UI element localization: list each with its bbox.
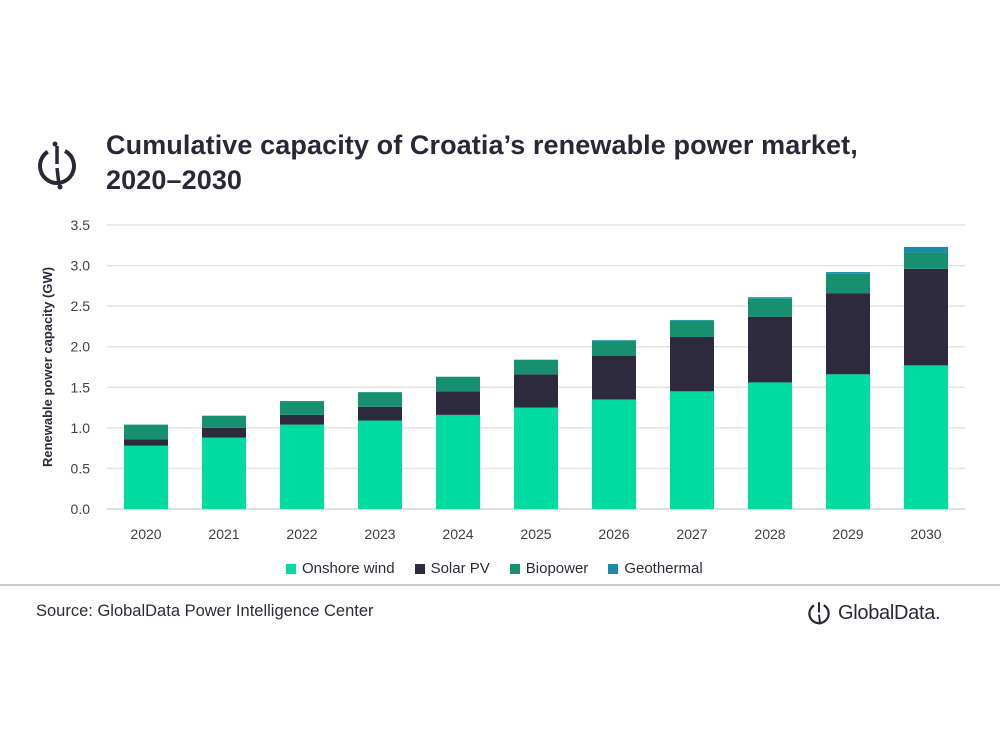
x-tick-label: 2025 — [520, 526, 551, 542]
bar-stack-2029 — [826, 272, 870, 509]
bar-segment-solar-pv — [826, 293, 870, 375]
bar-segment-biopower — [670, 320, 714, 337]
bar-segment-biopower — [748, 298, 792, 317]
stacked-bar-chart: 0.00.51.01.52.02.53.03.5 2020 2021 2022 202… — [40, 217, 965, 542]
x-tick-label: 2020 — [130, 526, 161, 542]
bar-stack-2026 — [592, 340, 636, 509]
legend-label: Solar PV — [430, 560, 490, 577]
y-tick-label: 0.0 — [71, 501, 91, 517]
x-tick-label: 2030 — [910, 526, 941, 542]
x-tick-label: 2021 — [208, 526, 239, 542]
legend-swatch — [414, 563, 425, 574]
bar-segment-onshore-wind — [904, 365, 948, 509]
bar-segment-solar-pv — [514, 374, 558, 408]
bar-stack-2023 — [358, 392, 402, 509]
bar-segment-onshore-wind — [280, 424, 324, 509]
chart-title-line2: 2020–2030 — [106, 165, 243, 195]
bar-segment-biopower — [202, 415, 246, 428]
x-tick-label: 2026 — [598, 526, 629, 542]
bar-segment-onshore-wind — [826, 374, 870, 509]
bar-segment-biopower — [904, 252, 948, 269]
bar-segment-solar-pv — [748, 316, 792, 383]
chart-title-line1: Cumulative capacity of Croatia’s renewab… — [106, 130, 858, 160]
legend-item: Geothermal — [608, 560, 703, 577]
bar-segment-geothermal — [748, 297, 792, 299]
bar-segment-onshore-wind — [202, 437, 246, 509]
bar-stack-2022 — [280, 401, 324, 509]
legend-item: Solar PV — [414, 560, 490, 577]
bar-stack-2020 — [124, 424, 168, 509]
brand-name: GlobalData. — [838, 601, 941, 624]
bar-segment-geothermal — [670, 319, 714, 321]
x-tick-label: 2028 — [754, 526, 785, 542]
x-tick-label: 2024 — [442, 526, 473, 542]
bar-segment-onshore-wind — [358, 420, 402, 509]
bar-segment-solar-pv — [202, 427, 246, 438]
bar-segment-onshore-wind — [670, 391, 714, 509]
legend-label: Onshore wind — [302, 560, 395, 577]
bar-segment-onshore-wind — [592, 399, 636, 509]
y-tick-label: 0.5 — [71, 460, 91, 476]
divider — [0, 584, 1000, 586]
y-tick-label: 3.0 — [71, 258, 91, 274]
bar-segment-onshore-wind — [124, 445, 168, 509]
y-axis-ticks: 0.0 0.5 1.0 1.5 2.0 2.5 3.0 3.5 — [71, 217, 91, 517]
globaldata-logo-icon — [38, 141, 76, 190]
bar-segment-geothermal — [826, 272, 870, 274]
globaldata-brand-icon — [808, 602, 830, 625]
bar-segment-solar-pv — [124, 439, 168, 446]
bar-segment-solar-pv — [904, 268, 948, 366]
bar-segment-geothermal — [904, 246, 948, 253]
source-note: Source: GlobalData Power Intelligence Ce… — [36, 602, 374, 620]
y-tick-label: 2.5 — [71, 298, 91, 314]
bar-segment-geothermal — [592, 340, 636, 342]
bars — [124, 246, 948, 509]
bar-stack-2021 — [202, 415, 246, 509]
bar-segment-solar-pv — [670, 336, 714, 392]
bar-stack-2030 — [904, 246, 948, 509]
x-tick-label: 2022 — [286, 526, 317, 542]
bar-segment-solar-pv — [280, 414, 324, 425]
bar-segment-biopower — [826, 273, 870, 294]
legend-swatch — [509, 563, 520, 574]
brand-logo: GlobalData. — [806, 598, 941, 628]
bar-stack-2024 — [436, 376, 480, 509]
legend-label: Geothermal — [624, 560, 703, 577]
bar-segment-solar-pv — [592, 355, 636, 400]
y-tick-label: 3.5 — [71, 217, 91, 233]
legend-swatch — [608, 563, 619, 574]
bar-stack-2027 — [670, 319, 714, 509]
bar-segment-onshore-wind — [514, 407, 558, 509]
x-tick-label: 2029 — [832, 526, 863, 542]
bar-segment-biopower — [124, 424, 168, 440]
legend-label: Biopower — [525, 560, 589, 577]
bar-segment-biopower — [592, 341, 636, 356]
y-tick-label: 1.0 — [71, 420, 91, 436]
legend-swatch — [286, 563, 296, 574]
bar-stack-2025 — [514, 359, 558, 509]
legend: Onshore wind Solar PV Biopower Geothermal — [286, 560, 703, 577]
y-axis-title: Renewable power capacity (GW) — [40, 267, 55, 467]
x-tick-label: 2023 — [364, 526, 395, 542]
bar-segment-biopower — [358, 392, 402, 407]
x-tick-label: 2027 — [676, 526, 707, 542]
bar-segment-biopower — [514, 359, 558, 375]
legend-item: Onshore wind — [286, 560, 395, 577]
chart-title: Cumulative capacity of Croatia’s renewab… — [106, 128, 858, 198]
bar-segment-biopower — [280, 401, 324, 415]
bar-segment-solar-pv — [436, 391, 480, 415]
bar-segment-onshore-wind — [436, 414, 480, 509]
legend-item: Biopower — [509, 560, 589, 577]
x-axis-ticks: 2020 2021 2022 2023 2024 2025 2026 2027 2028 2029… — [130, 526, 941, 542]
bar-segment-biopower — [436, 376, 480, 392]
y-tick-label: 1.5 — [71, 379, 91, 395]
bar-stack-2028 — [748, 297, 792, 509]
bar-segment-solar-pv — [358, 406, 402, 421]
bar-segment-onshore-wind — [748, 382, 792, 509]
y-tick-label: 2.0 — [71, 339, 91, 355]
